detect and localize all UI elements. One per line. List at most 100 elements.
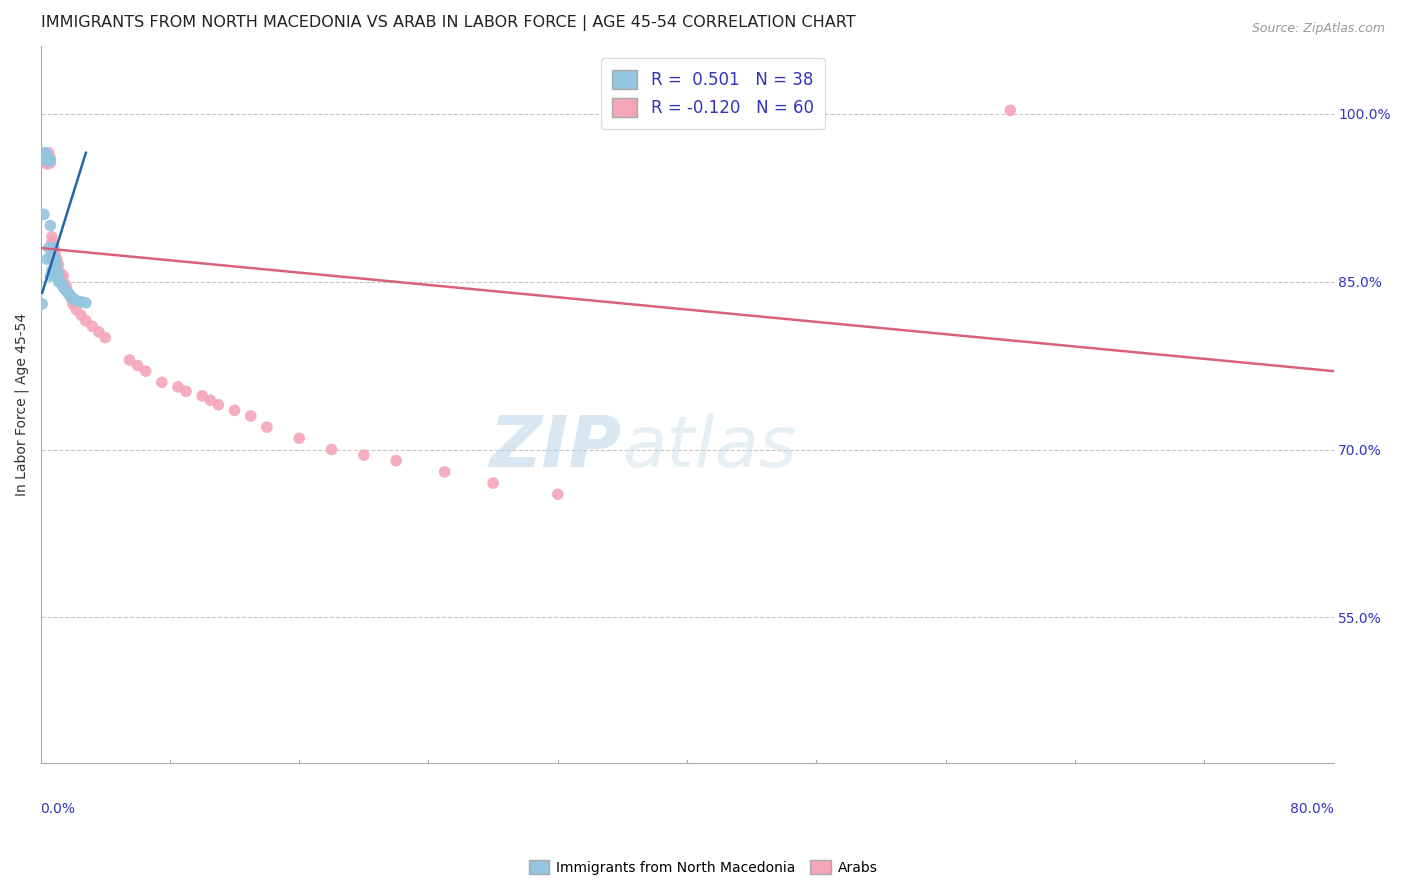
Point: [45, 258, 67, 272]
Point: [62, 291, 84, 305]
Point: [41, 241, 63, 255]
Point: [1000, 103, 1022, 118]
Point: [353, 448, 375, 462]
Point: [34, 153, 56, 168]
Point: [32, 145, 55, 160]
Point: [70, 308, 93, 322]
Point: [75, 314, 97, 328]
Point: [48, 258, 70, 272]
Point: [56, 285, 79, 300]
Point: [35, 152, 58, 166]
Point: [38, 152, 60, 166]
Point: [49, 266, 72, 280]
Point: [59, 288, 82, 302]
Point: [55, 280, 77, 294]
Text: 80.0%: 80.0%: [1289, 802, 1333, 816]
Point: [38, 153, 60, 168]
Point: [39, 156, 62, 170]
Point: [135, 364, 157, 378]
Point: [42, 241, 65, 255]
Point: [75, 296, 97, 310]
Point: [42, 246, 65, 260]
Point: [44, 246, 66, 260]
Point: [45, 268, 67, 283]
Point: [38, 241, 60, 255]
Point: [35, 149, 58, 163]
Point: [34, 152, 56, 166]
Point: [31, 297, 53, 311]
Point: [41, 252, 63, 267]
Point: [56, 285, 79, 300]
Point: [321, 442, 343, 457]
Point: [41, 246, 63, 260]
Point: [53, 277, 76, 291]
Point: [39, 268, 62, 283]
Point: [44, 258, 66, 272]
Point: [49, 271, 72, 285]
Point: [65, 293, 87, 308]
Y-axis label: In Labor Force | Age 45-54: In Labor Force | Age 45-54: [15, 313, 30, 496]
Point: [48, 266, 70, 280]
Point: [35, 153, 58, 168]
Point: [433, 465, 456, 479]
Point: [48, 266, 70, 280]
Point: [87, 325, 110, 339]
Point: [42, 252, 65, 267]
Point: [94, 330, 117, 344]
Point: [44, 252, 66, 267]
Point: [224, 403, 246, 417]
Point: [44, 268, 66, 283]
Point: [118, 353, 141, 368]
Point: [59, 288, 82, 302]
Point: [48, 275, 70, 289]
Point: [127, 359, 149, 373]
Point: [62, 297, 84, 311]
Point: [70, 294, 93, 309]
Point: [41, 229, 63, 244]
Point: [49, 275, 72, 289]
Point: [39, 219, 62, 233]
Point: [39, 153, 62, 168]
Point: [207, 398, 229, 412]
Point: [39, 152, 62, 166]
Point: [150, 376, 173, 390]
Point: [52, 280, 75, 294]
Legend: R =  0.501   N = 38, R = -0.120   N = 60: R = 0.501 N = 38, R = -0.120 N = 60: [600, 58, 825, 128]
Point: [482, 476, 505, 491]
Point: [35, 157, 58, 171]
Point: [82, 319, 104, 334]
Point: [42, 252, 65, 267]
Point: [35, 252, 58, 267]
Point: [51, 275, 73, 289]
Point: [52, 268, 75, 283]
Point: [34, 149, 56, 163]
Point: [42, 263, 65, 277]
Point: [45, 263, 67, 277]
Point: [32, 207, 55, 221]
Point: [32, 152, 55, 166]
Point: [42, 241, 65, 255]
Point: [45, 252, 67, 267]
Point: [53, 282, 76, 296]
Text: 0.0%: 0.0%: [41, 802, 76, 816]
Point: [51, 268, 73, 282]
Point: [38, 145, 60, 160]
Point: [41, 263, 63, 277]
Point: [385, 453, 408, 467]
Point: [167, 380, 190, 394]
Point: [38, 153, 60, 168]
Point: [34, 145, 56, 160]
Point: [41, 235, 63, 250]
Point: [256, 420, 278, 434]
Text: atlas: atlas: [623, 413, 797, 483]
Text: Source: ZipAtlas.com: Source: ZipAtlas.com: [1251, 22, 1385, 36]
Point: [63, 293, 86, 307]
Point: [191, 389, 214, 403]
Point: [65, 302, 87, 317]
Point: [51, 277, 73, 291]
Point: [174, 384, 197, 399]
Point: [60, 291, 83, 305]
Text: ZIP: ZIP: [491, 413, 623, 483]
Point: [60, 290, 83, 304]
Point: [239, 409, 262, 423]
